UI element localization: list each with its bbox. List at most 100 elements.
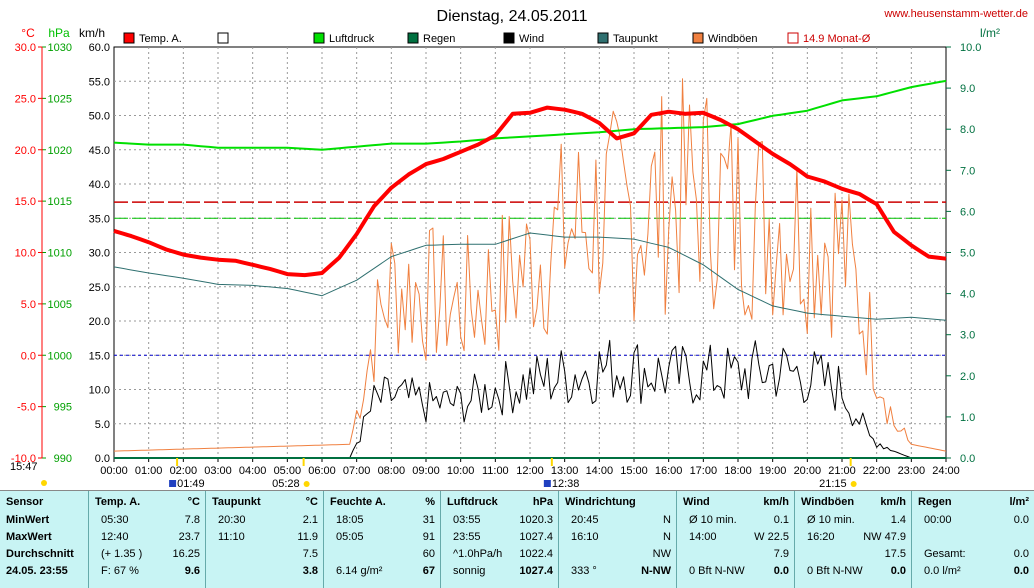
row-label-max: MaxWert: [6, 531, 52, 543]
legend-swatch: [692, 32, 704, 44]
wind-tick-label: 25.0: [89, 282, 110, 294]
row-label-current: 24.05. 23:55: [6, 565, 68, 577]
hum-row-value: 60: [422, 548, 435, 560]
x-tick-label: 08:00: [378, 465, 406, 477]
gust-row-label: 16:20: [807, 531, 835, 543]
humidity-column: Feuchte A.% 18:05 31 05:05 91 60 6.14 g/m² 67: [323, 491, 441, 588]
legend-label: Wind: [519, 33, 544, 45]
temp-row-value: 7.8: [184, 514, 200, 526]
gust-row-label: Ø 10 min.: [807, 514, 855, 526]
wind-tick-label: 55.0: [89, 76, 110, 88]
legend-swatch: [787, 32, 799, 44]
sun-icon: [303, 481, 310, 487]
hum-row-value: 67: [422, 565, 435, 577]
x-tick-label: 05:00: [274, 465, 302, 477]
dir-head: Windrichtung: [565, 496, 636, 508]
temp-tick-label: -10.0: [11, 453, 36, 465]
wind-tick-label: 45.0: [89, 145, 110, 157]
rain-tick-label: 10.0: [960, 42, 981, 54]
gust-row-value: 1.4: [890, 514, 906, 526]
pressure-tick-label: 1025: [48, 93, 72, 105]
chart-title: Dienstag, 24.05.2011: [437, 8, 588, 25]
time-markers: 15:47 01:49 05:28 12:38 21:15: [10, 458, 857, 490]
moon-icon: [169, 480, 177, 487]
start-time-label: 15:47: [10, 461, 38, 473]
legend-swatch: [597, 32, 609, 44]
axis-unit-labels: °C hPa km/h l/m²: [21, 26, 1000, 40]
hum-row-label: 05:05: [336, 531, 364, 543]
rain-unit-label: l/m²: [980, 26, 1000, 40]
temp-row-value: 23.7: [178, 531, 200, 543]
legend: Temp. A. Luftdruck Regen Wind Taupunkt Windbö…: [123, 32, 871, 45]
sun-icon: [41, 480, 47, 486]
press-row-label: 23:55: [453, 531, 481, 543]
temp-head: Temp. A.: [95, 496, 141, 508]
x-tick-label: 00:00: [100, 465, 128, 477]
wind-tick-label: 40.0: [89, 179, 110, 191]
rain-tick-label: 8.0: [960, 124, 975, 136]
hum-row-value: 31: [422, 514, 435, 526]
legend-label: 14.9 Monat-Ø: [803, 33, 871, 45]
rain-row-label: 00:00: [924, 514, 952, 526]
dew-unit: °C: [305, 496, 318, 508]
press-row-label: sonnig: [453, 565, 486, 577]
rain-tick-label: 3.0: [960, 330, 975, 342]
dir-row-value: N-NW: [641, 565, 671, 577]
legend-swatch: [313, 32, 325, 44]
press-row-value: 1020.3: [519, 514, 553, 526]
gust-unit: km/h: [880, 496, 906, 508]
rain-row-value: 0.0: [1013, 565, 1029, 577]
wind-tick-label: 20.0: [89, 316, 110, 328]
pressure-unit-label: hPa: [48, 26, 70, 40]
website-link[interactable]: www.heusenstamm-wetter.de: [883, 8, 1028, 20]
x-tick-label: 02:00: [170, 465, 198, 477]
x-tick-label: 19:00: [759, 465, 787, 477]
temp-tick-label: 0.0: [21, 350, 36, 362]
wind-row-label: Ø 10 min.: [689, 514, 737, 526]
wind-row-label: 14:00: [689, 531, 717, 543]
temp-column: Temp. A. °C 05:30 7.8 12:40 23.7 (+ 1.35 ) 16.2…: [88, 491, 206, 588]
pressure-tick-label: 995: [54, 402, 72, 414]
temp-row-value: 16.25: [172, 548, 200, 560]
row-label-avg: Durchschnitt: [6, 548, 74, 560]
rain-tick-label: 2.0: [960, 371, 975, 383]
wind-tick-label: 15.0: [89, 350, 110, 362]
temp-tick-label: 20.0: [15, 145, 36, 157]
marker-time-label: 12:38: [552, 478, 580, 490]
x-tick-label: 16:00: [655, 465, 683, 477]
x-tick-label: 17:00: [690, 465, 718, 477]
dir-row-value: N: [663, 514, 671, 526]
temp-tick-label: 10.0: [15, 248, 36, 260]
legend-label: Regen: [423, 33, 455, 45]
temp-tick-label: 30.0: [15, 42, 36, 54]
x-tick-label: 18:00: [724, 465, 752, 477]
pressure-tick-label: 1010: [48, 248, 72, 260]
temp-row-label: 05:30: [101, 514, 129, 526]
x-tick-label: 22:00: [863, 465, 891, 477]
x-tick-label: 01:00: [135, 465, 163, 477]
rain-tick-label: 0.0: [960, 453, 975, 465]
x-tick-label: 11:00: [482, 465, 509, 477]
temp-tick-label: 25.0: [15, 93, 36, 105]
x-tick-label: 20:00: [794, 465, 822, 477]
dir-row-label: 20:45: [571, 514, 599, 526]
weather-chart: Dienstag, 24.05.2011 www.heusenstamm-wet…: [10, 8, 1028, 490]
x-tick-label: 06:00: [308, 465, 336, 477]
temp-unit: °C: [187, 496, 200, 508]
x-tick-label: 14:00: [586, 465, 614, 477]
temp-unit-label: °C: [21, 26, 35, 40]
marker-time-label: 05:28: [272, 478, 300, 490]
wind-column: Wind km/h Ø 10 min. 0.1 14:00 W 22.5 7.9 0 Bft …: [676, 491, 795, 588]
rain-row-label: 0.0 l/m²: [924, 565, 961, 577]
wind-tick-label: 50.0: [89, 111, 110, 123]
wind-unit-label: km/h: [79, 26, 105, 40]
temp-tick-label: 5.0: [21, 299, 36, 311]
press-row-label: 03:55: [453, 514, 481, 526]
dew-row-label: 11:10: [218, 531, 245, 543]
temp-row-label: F: 67 %: [101, 565, 139, 577]
press-row-value: 1027.4: [519, 531, 553, 543]
wind-row-value: 7.9: [773, 548, 789, 560]
rain-tick-label: 9.0: [960, 83, 975, 95]
x-tick-label: 21:00: [828, 465, 856, 477]
rain-tick-label: 1.0: [960, 412, 975, 424]
